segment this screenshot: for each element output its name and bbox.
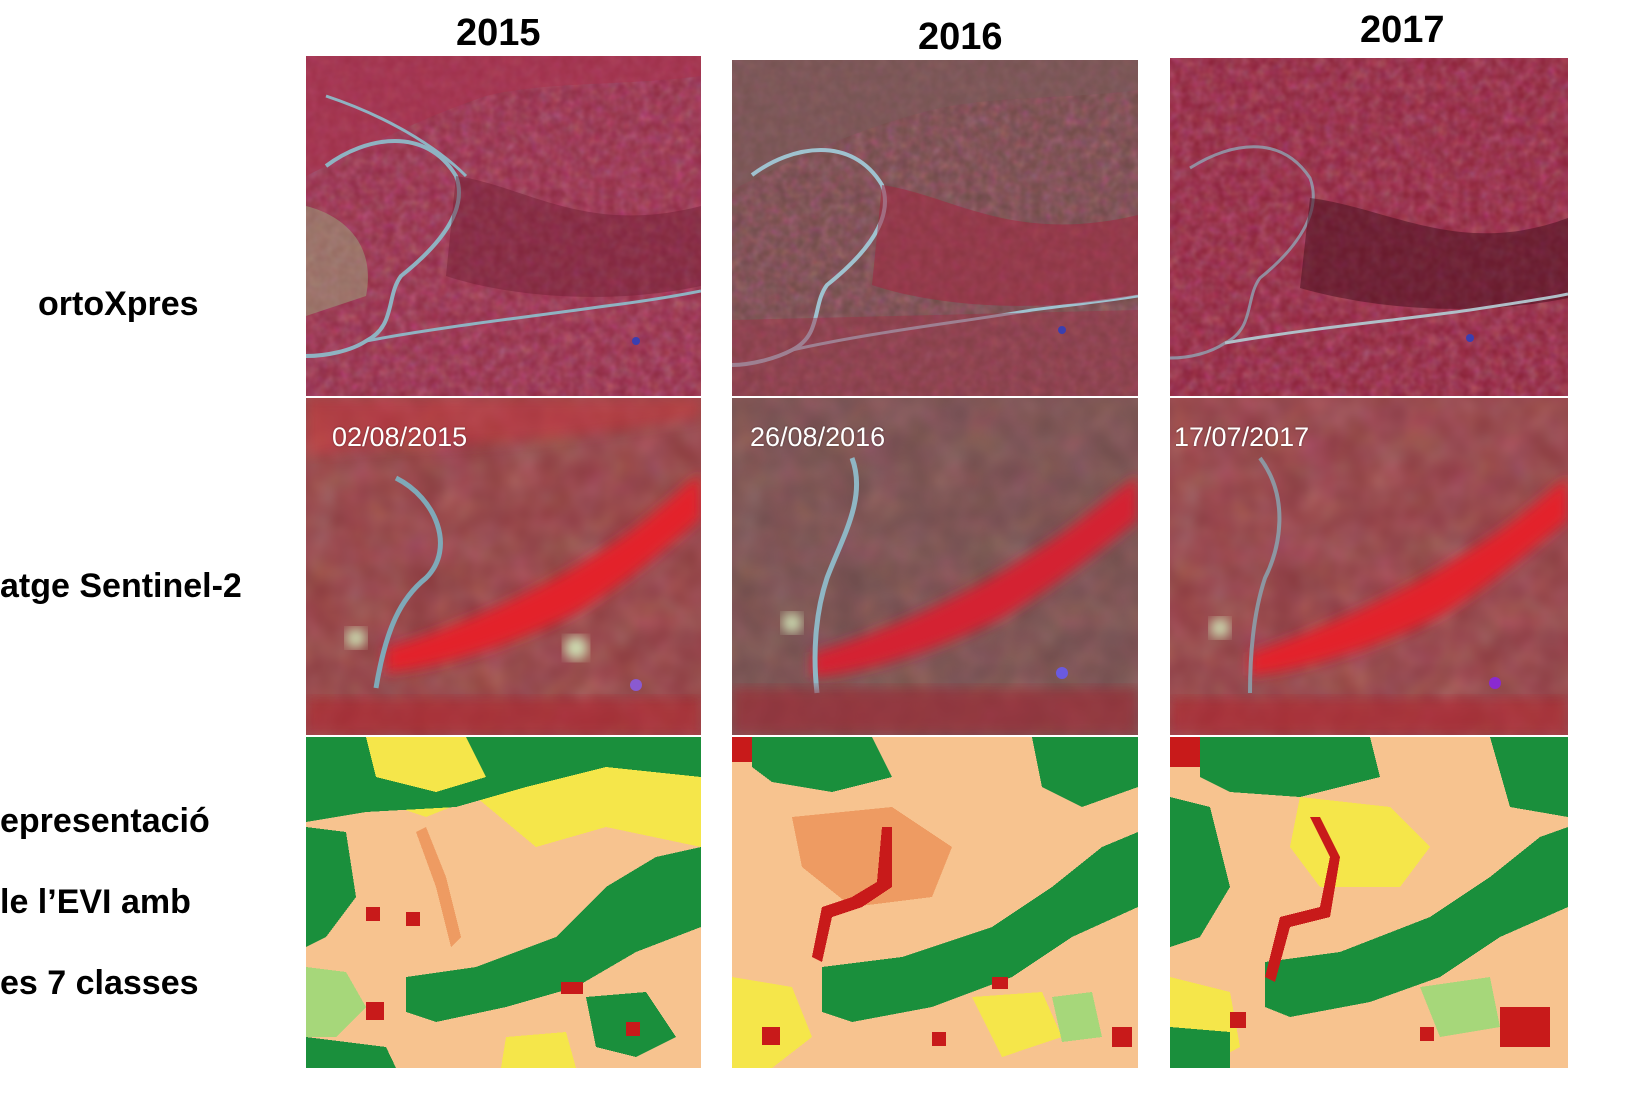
year-header-2015: 2015 bbox=[456, 12, 541, 54]
evi-2016-map bbox=[732, 737, 1138, 1068]
ortho-2015-image bbox=[306, 56, 701, 396]
evi-2015-map bbox=[306, 737, 701, 1068]
sentinel-date-2017: 17/07/2017 bbox=[1174, 422, 1310, 452]
sentinel-2017-image: 17/07/2017 bbox=[1170, 398, 1568, 735]
row-label-evi-line2: le l’EVI amb bbox=[0, 883, 191, 921]
sentinel-2015-image: 02/08/2015 bbox=[306, 398, 701, 735]
sentinel-date-2016: 26/08/2016 bbox=[750, 422, 886, 452]
year-header-2017: 2017 bbox=[1360, 9, 1445, 51]
ortho-2017-image bbox=[1170, 58, 1568, 396]
sentinel-date-2015: 02/08/2015 bbox=[332, 422, 468, 452]
ortho-2016-image bbox=[732, 60, 1138, 396]
row-label-ortho: ortoXpres bbox=[38, 285, 199, 323]
row-label-evi-line1: epresentació bbox=[0, 802, 210, 840]
evi-2017-map bbox=[1170, 737, 1568, 1068]
sentinel-2016-image: 26/08/2016 bbox=[732, 398, 1138, 735]
year-header-2016: 2016 bbox=[918, 16, 1003, 58]
row-label-evi-line3: es 7 classes bbox=[0, 964, 199, 1002]
row-label-sentinel: atge Sentinel-2 bbox=[0, 567, 242, 605]
